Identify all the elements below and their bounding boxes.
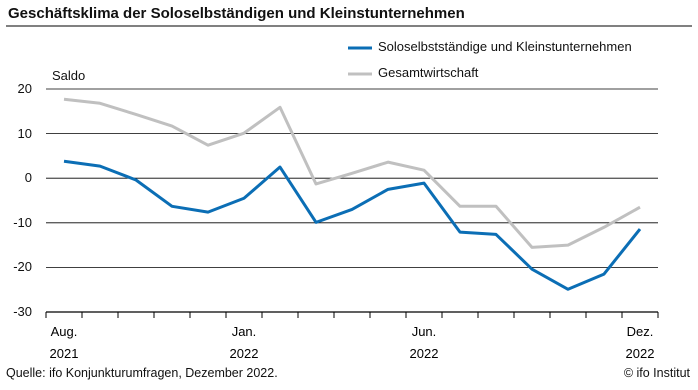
series-line (63, 159, 642, 291)
y-tick-label: -20 (13, 259, 32, 275)
x-tick-label: Jun. 2022 (409, 324, 439, 361)
y-tick-label: 10 (17, 125, 32, 141)
legend-label: Soloselbstständige und Kleinstunternehme… (378, 39, 632, 54)
y-label: Saldo (52, 68, 86, 83)
credit: © ifo Institut (623, 366, 690, 380)
legend-label: Gesamtwirtschaft (378, 65, 479, 80)
y-tick-label: -10 (13, 214, 32, 230)
y-tick-label: 0 (24, 170, 32, 186)
source: Quelle: ifo Konjunkturumfragen, Dezember… (6, 366, 278, 380)
x-tick-label: Aug. 2021 (49, 324, 79, 361)
chart-title: Geschäftsklima der Soloselbständigen und… (8, 5, 465, 22)
y-tick-label: 20 (17, 81, 32, 96)
x-tick-label: Dez. 2022 (625, 324, 655, 361)
y-tick-label: -30 (13, 304, 32, 319)
series-line (63, 97, 641, 249)
x-tick-label: Jan. 2022 (229, 324, 259, 361)
